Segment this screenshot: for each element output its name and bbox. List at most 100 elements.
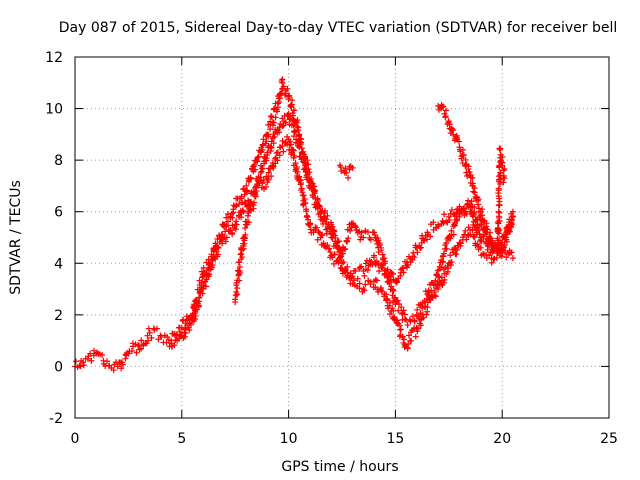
interpolated-point [352,222,359,229]
interpolated-point [319,232,326,239]
interpolated-point [223,234,230,241]
series-track-e [336,162,356,181]
interpolated-point [270,140,277,147]
interpolated-point [240,208,247,215]
interpolated-point [326,245,333,252]
interpolated-point [384,295,391,302]
interpolated-point [389,271,396,278]
data-point [242,188,249,195]
interpolated-point [212,240,219,247]
interpolated-point [148,335,155,342]
interpolated-point [247,206,254,213]
interpolated-point [279,142,286,149]
interpolated-point [469,174,476,181]
interpolated-point [378,264,385,271]
interpolated-point [356,280,363,287]
interpolated-point [498,253,505,260]
interpolated-point [439,104,446,111]
interpolated-point [345,235,352,242]
interpolated-point [324,212,331,219]
interpolated-point [290,147,297,154]
interpolated-point [345,174,352,181]
interpolated-point [87,350,94,357]
interpolated-point [420,314,427,321]
interpolated-point [501,242,508,249]
interpolated-point [458,155,465,162]
data-point [146,329,153,336]
interpolated-point [361,287,368,294]
interpolated-point [376,268,383,275]
interpolated-point [196,294,203,301]
interpolated-point [453,209,460,216]
interpolated-point [495,202,502,209]
data-point [456,203,463,210]
data-point [306,221,313,228]
data-point [349,164,356,171]
interpolated-point [494,219,501,226]
interpolated-point [181,333,188,340]
interpolated-point [251,199,258,206]
interpolated-point [280,83,287,90]
interpolated-point [287,138,294,145]
interpolated-point [487,235,494,242]
interpolated-point [77,363,84,370]
interpolated-point [483,251,490,258]
interpolated-point [483,220,490,227]
interpolated-point [285,93,292,100]
interpolated-point [352,267,359,274]
data-point [343,170,350,177]
interpolated-point [388,269,395,276]
interpolated-point [412,333,419,340]
interpolated-point [487,229,494,236]
interpolated-point [390,307,397,314]
interpolated-point [375,237,382,244]
interpolated-point [138,337,145,344]
interpolated-point [238,193,245,200]
interpolated-point [431,292,438,299]
interpolated-point [175,335,182,342]
data-point [114,363,121,370]
interpolated-point [447,235,454,242]
interpolated-point [252,191,259,198]
interpolated-point [341,267,348,274]
interpolated-point [361,272,368,279]
interpolated-point [80,359,87,366]
interpolated-point [367,236,374,243]
interpolated-point [455,138,462,145]
interpolated-point [188,321,195,328]
interpolated-point [481,231,488,238]
interpolated-point [182,330,189,337]
interpolated-point [137,345,144,352]
interpolated-point [302,162,309,169]
interpolated-point [236,263,243,270]
grid [75,57,609,418]
interpolated-point [448,206,455,213]
interpolated-point [299,192,306,199]
interpolated-point [252,166,259,173]
interpolated-point [459,146,466,153]
interpolated-point [400,269,407,276]
interpolated-point [203,283,210,290]
interpolated-point [324,242,331,249]
data-point [413,324,420,331]
interpolated-point [440,250,447,257]
interpolated-point [144,337,151,344]
interpolated-point [242,225,249,232]
interpolated-point [432,293,439,300]
interpolated-point [309,184,316,191]
interpolated-point [331,228,338,235]
plot-frame [74,56,610,419]
interpolated-point [232,299,239,306]
interpolated-point [368,258,375,265]
interpolated-point [305,216,311,223]
interpolated-point [423,311,430,318]
y-tick-label: 8 [54,153,63,169]
interpolated-point [233,221,240,228]
data-point [296,144,303,151]
interpolated-point [469,227,476,234]
data-point [274,100,281,107]
interpolated-point [272,114,279,121]
interpolated-point [353,224,360,231]
interpolated-point [384,278,391,285]
interpolated-point [422,288,429,295]
